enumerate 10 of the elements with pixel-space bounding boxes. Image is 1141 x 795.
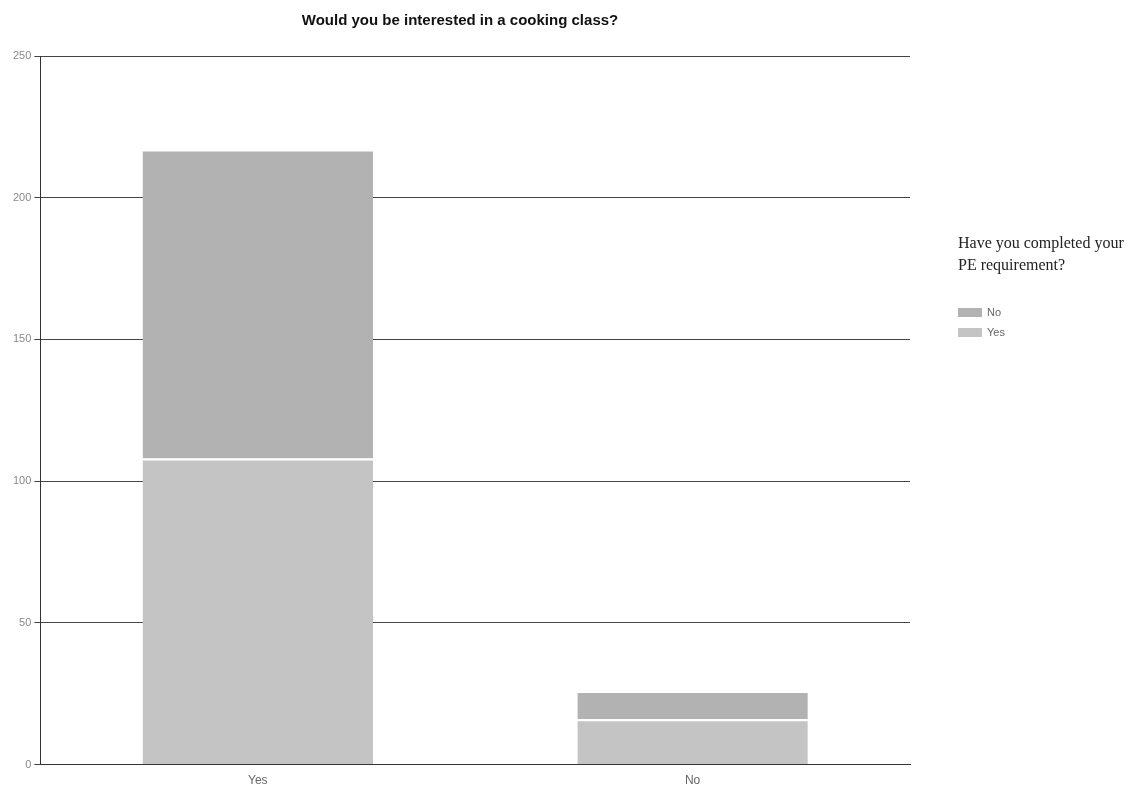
chart-title: Would you be interested in a cooking class? <box>301 11 619 29</box>
y-tick-label: 150 <box>12 332 32 345</box>
legend-label: Yes <box>987 326 1005 338</box>
legend-label: No <box>987 306 1002 318</box>
y-tick-label: 50 <box>19 615 32 628</box>
y-tick-label: 250 <box>12 49 32 62</box>
y-tick-label: 100 <box>12 474 32 487</box>
y-tick-label: 200 <box>12 190 32 203</box>
y-tick-label: 0 <box>25 757 32 770</box>
legend-title: Have you completed your PE requirement? <box>958 233 1125 276</box>
